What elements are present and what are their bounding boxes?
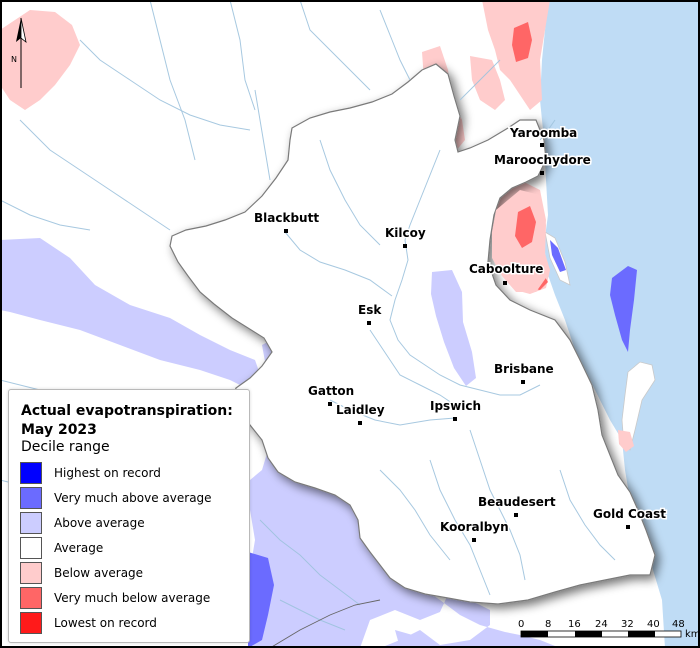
scale-tick-48: 48 [672,619,685,630]
town-label-maroochydore: Maroochydore [494,153,591,167]
legend-swatch [20,512,42,534]
coastal-island [621,361,656,451]
legend-item: Very much above average [20,486,212,510]
scale-bar: 0 8 16 24 32 40 48 km [518,619,700,640]
town-marker [503,281,507,285]
scale-tick-8: 8 [545,619,551,630]
scale-tick-32: 32 [621,619,634,630]
town-label-beaudesert: Beaudesert [478,495,556,509]
legend-item: Below average [20,561,143,585]
town-label-yaroomba: Yaroomba [509,126,577,140]
legend-label: Below average [54,566,144,580]
legend-item: Above average [20,511,145,535]
legend-subtitle: Decile range [21,439,110,455]
legend-label: Highest on record [54,466,161,480]
scale-tick-0: 0 [518,619,524,630]
river-network [0,0,616,641]
legend-swatch [20,562,42,584]
town-label-laidley: Laidley [336,403,385,417]
legend: Actual evapotranspiration: May 2023 Deci… [8,389,250,643]
legend-item: Lowest on record [20,611,157,635]
town-marker [284,229,288,233]
town-marker [626,525,630,529]
town-marker [540,171,544,175]
very-much-below-inner [515,206,536,248]
legend-label: Very much above average [54,491,212,505]
north-arrow-label: N [11,55,17,64]
town-marker [403,244,407,248]
town-label-gatton: Gatton [308,384,354,398]
legend-label: Above average [54,516,145,530]
legend-swatch [20,462,42,484]
catchment-region [169,63,656,605]
town-label-kilcoy: Kilcoy [385,226,426,240]
town-label-brisbane: Brisbane [494,362,554,376]
above-average-inner [431,270,476,386]
legend-label: Very much below average [54,591,211,605]
legend-label: Lowest on record [54,616,157,630]
town-marker [367,321,371,325]
legend-swatch [20,612,42,634]
town-marker [514,513,518,517]
town-label-esk: Esk [358,303,382,317]
town-marker [540,143,544,147]
town-marker [453,417,457,421]
town-label-caboolture: Caboolture [469,262,543,276]
legend-swatch [20,587,42,609]
town-marker [472,538,476,542]
state-border [269,599,381,648]
scale-tick-40: 40 [647,619,660,630]
legend-label: Average [54,541,104,555]
legend-title: Actual evapotranspiration: May 2023 [21,403,233,438]
north-arrow: N [11,17,27,88]
legend-swatch [20,537,42,559]
legend-item: Very much below average [20,586,210,610]
scale-tick-16: 16 [568,619,581,630]
town-label-gold-coast: Gold Coast [593,507,666,521]
town-label-ipswich: Ipswich [430,399,481,413]
legend-item: Average [20,536,103,560]
town-markers: Yaroomba Maroochydore Blackbutt Kilcoy C… [253,125,668,542]
town-marker [328,402,332,406]
town-marker [358,421,362,425]
town-label-kooralbyn: Kooralbyn [440,520,509,534]
scale-unit: km [685,629,700,640]
scale-tick-24: 24 [595,619,608,630]
town-label-blackbutt: Blackbutt [254,211,319,225]
town-marker [521,380,525,384]
legend-item: Highest on record [20,461,161,485]
legend-swatch [20,487,42,509]
